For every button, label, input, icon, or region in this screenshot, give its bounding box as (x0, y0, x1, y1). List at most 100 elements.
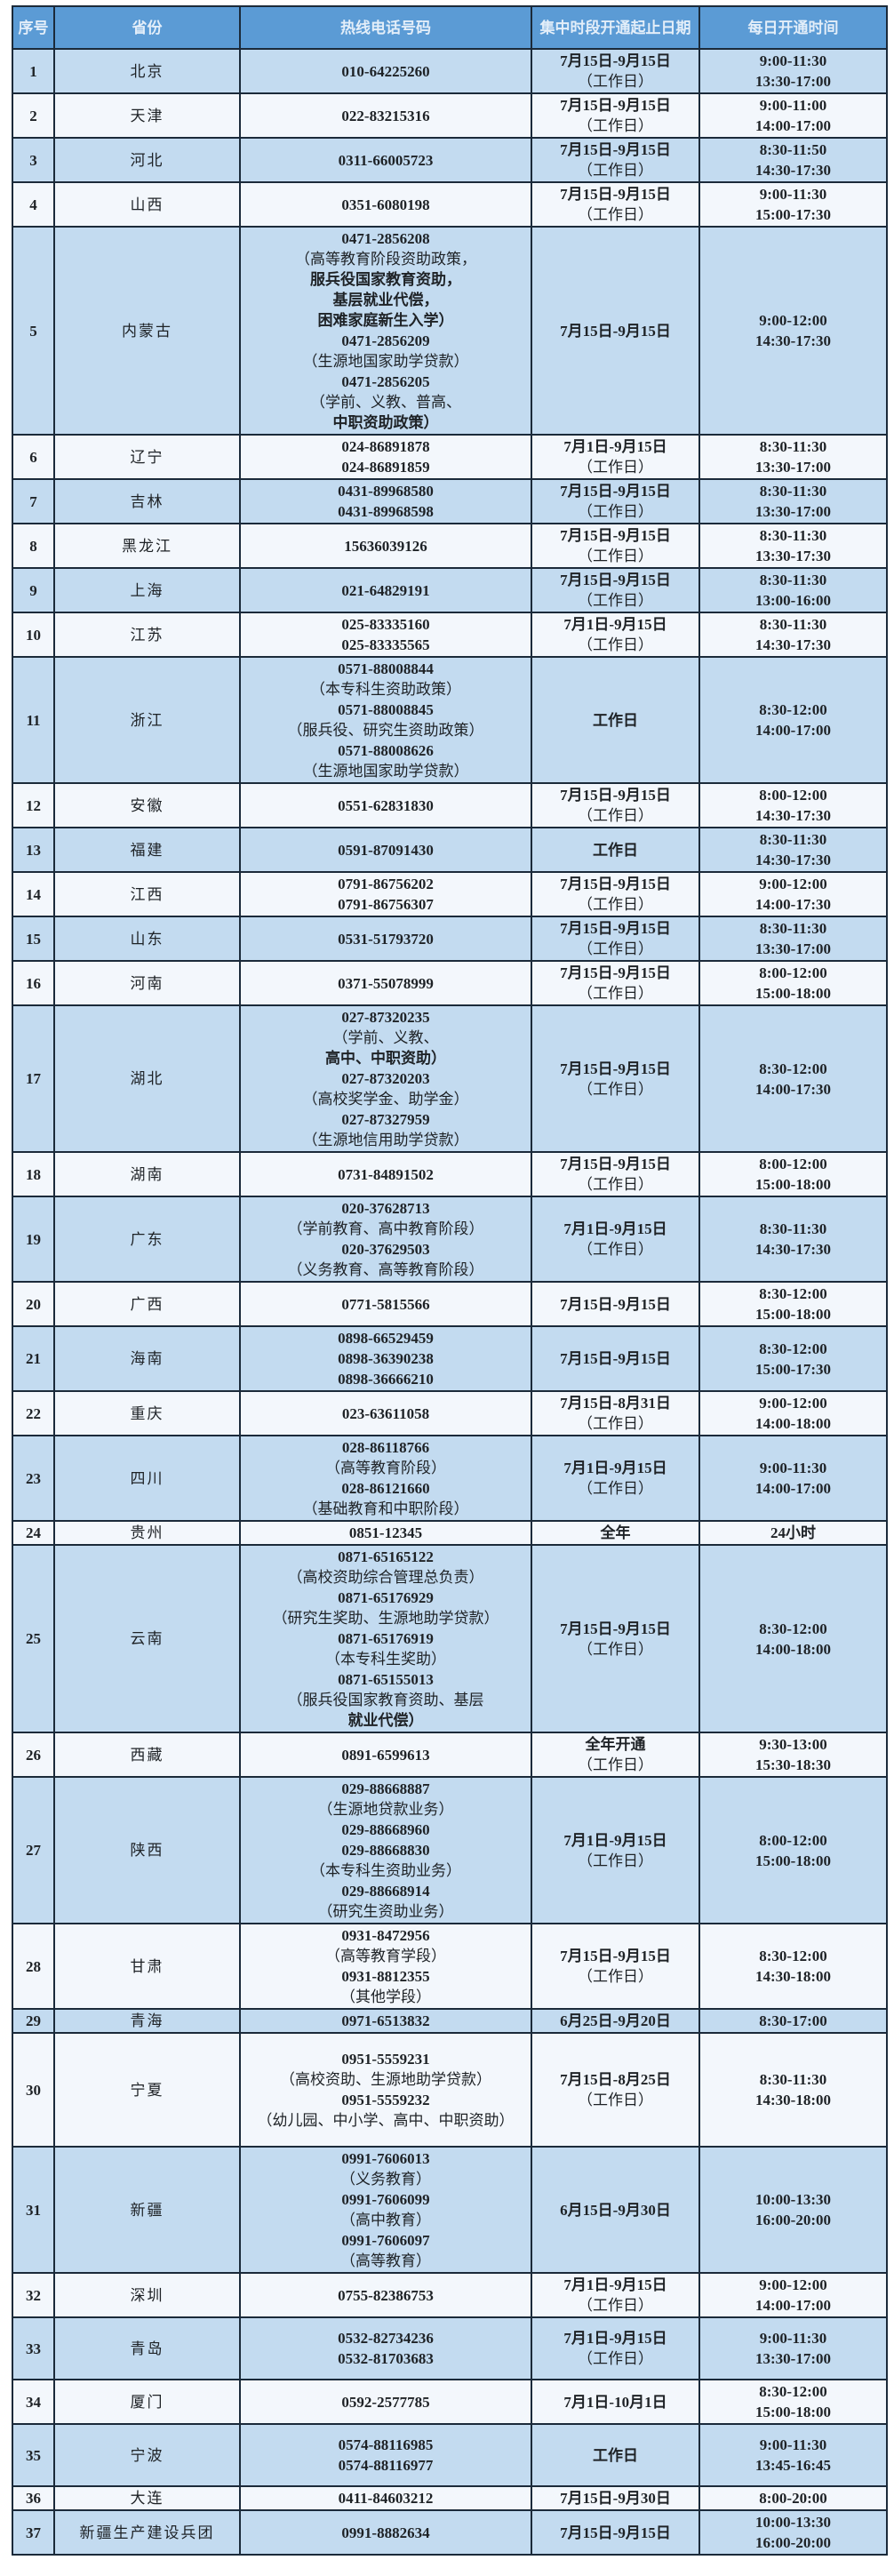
phone-number[interactable]: （本专科生资助业务） (310, 1862, 461, 1879)
phone-number[interactable]: （高等教育阶段资助政策， (295, 251, 476, 268)
phone-number[interactable]: 0471-2856209 (341, 332, 430, 349)
phone-number[interactable]: 0898-36390238 (338, 1350, 434, 1367)
phone-number[interactable]: 027-87320235 (341, 1009, 430, 1026)
phone-number[interactable]: （学前、义教、 (332, 1029, 439, 1046)
phone-number[interactable]: 中职资助政策） (332, 414, 439, 431)
phone-number[interactable]: （义务教育） (340, 2171, 431, 2188)
phone-number[interactable]: （生源地信用助学贷款） (302, 1132, 469, 1148)
phone-number[interactable]: （基础教育和中职阶段） (302, 1500, 469, 1517)
phone-number[interactable]: （义务教育、高等教育阶段） (287, 1261, 484, 1278)
phone-number[interactable]: 15636039126 (344, 537, 427, 555)
phone-number[interactable]: 0871-65176929 (338, 1589, 434, 1606)
phone-number[interactable]: （生源地国家助学贷款） (302, 353, 469, 370)
phone-number[interactable]: 0951-5559231 (341, 2051, 430, 2068)
phone-number[interactable]: （服兵役国家教育资助、基层 (287, 1692, 484, 1708)
phone-number[interactable]: 0591-87091430 (338, 841, 434, 859)
phone-number[interactable]: 0311-66005723 (338, 151, 434, 169)
phone-number[interactable]: 0574-88116985 (338, 2436, 434, 2453)
phone-number[interactable]: （高等教育阶段） (325, 1460, 446, 1476)
phone-number[interactable]: （学前教育、高中教育阶段） (287, 1220, 484, 1237)
date-range: 全年开通 (585, 1736, 646, 1753)
phone-number[interactable]: 0898-36666210 (338, 1371, 434, 1388)
date-range: （工作日） (578, 1852, 653, 1869)
phone-number[interactable]: 0532-82734236 (338, 2330, 434, 2347)
phone-number[interactable]: （高校奖学金、助学金） (302, 1091, 469, 1108)
phone-number[interactable]: 028-86118766 (341, 1439, 430, 1456)
phone-number[interactable]: 029-88668887 (341, 1780, 430, 1797)
phone-number[interactable]: 0592-2577785 (341, 2393, 430, 2411)
phone-number[interactable]: 010-64225260 (341, 62, 430, 80)
phone-number[interactable]: 0755-82386753 (338, 2286, 434, 2304)
phone-number[interactable]: 029-88668960 (341, 1821, 430, 1838)
phone-number[interactable]: 0991-8882634 (341, 2524, 430, 2541)
phone-number[interactable]: （高校资助、生源地助学贷款） (280, 2071, 491, 2088)
phone-number[interactable]: 029-88668830 (341, 1842, 430, 1859)
phone-number[interactable]: 基层就业代偿， (332, 292, 439, 308)
phone-number[interactable]: 020-37629503 (341, 1241, 430, 1258)
phone-number[interactable]: 0991-7606013 (341, 2150, 430, 2167)
phone-number[interactable]: （服兵役、研究生资助政策） (287, 722, 484, 739)
phone-number[interactable]: 025-83335565 (341, 636, 430, 653)
phone-cell: 0891-6599613 (239, 1732, 532, 1778)
phone-number[interactable]: 025-83335160 (341, 616, 430, 633)
phone-number[interactable]: 027-87327959 (341, 1111, 430, 1128)
phone-number[interactable]: （幼儿园、中小学、高中、中职资助） (257, 2112, 515, 2129)
phone-number[interactable]: 0991-7606099 (341, 2191, 430, 2208)
phone-number[interactable]: 0931-8812355 (341, 1968, 430, 1985)
phone-number[interactable]: 020-37628713 (341, 1200, 430, 1217)
phone-number[interactable]: 029-88668914 (341, 1883, 430, 1900)
phone-number[interactable]: 0431-89968580 (338, 483, 434, 500)
phone-number[interactable]: 0898-66529459 (338, 1330, 434, 1347)
phone-number[interactable]: 0871-65165122 (338, 1548, 434, 1565)
phone-number[interactable]: 0471-2856208 (341, 230, 430, 247)
phone-number[interactable]: 0731-84891502 (338, 1165, 434, 1183)
phone-number[interactable]: 0571-88008845 (338, 701, 434, 718)
phone-number[interactable]: 023-63611058 (341, 1404, 430, 1422)
phone-number[interactable]: （其他学段） (340, 1988, 431, 2005)
phone-number[interactable]: 027-87320203 (341, 1070, 430, 1087)
phone-number[interactable]: 0431-89968598 (338, 503, 434, 520)
phone-number[interactable]: （生源地贷款业务） (317, 1801, 454, 1818)
phone-number[interactable]: （本专科生资助政策） (310, 681, 461, 698)
phone-number[interactable]: 0531-51793720 (338, 930, 434, 948)
phone-number[interactable]: （高等教育学段） (325, 1948, 446, 1964)
phone-number[interactable]: 0851-12345 (348, 1524, 423, 1541)
phone-number[interactable]: 0571-88008844 (338, 660, 434, 677)
phone-number[interactable]: 022-83215316 (341, 107, 430, 124)
phone-number[interactable]: 高中、中职资助） (325, 1050, 446, 1067)
phone-number[interactable]: 0791-86756202 (338, 876, 434, 892)
phone-number[interactable]: （研究生资助业务） (317, 1903, 454, 1920)
phone-number[interactable]: 困难家庭新生入学） (317, 312, 454, 329)
phone-number[interactable]: 0931-8472956 (341, 1927, 430, 1944)
phone-number[interactable]: 0871-65155013 (338, 1671, 434, 1688)
phone-number[interactable]: 0951-5559232 (341, 2092, 430, 2108)
phone-number[interactable]: 0871-65176919 (338, 1630, 434, 1647)
phone-number[interactable]: 0991-7606097 (341, 2232, 430, 2249)
phone-cell: 025-83335160 025-83335565 (239, 612, 532, 658)
phone-number[interactable]: （本专科生奖助） (325, 1651, 446, 1668)
phone-number[interactable]: 0351-6080198 (341, 196, 430, 213)
phone-number[interactable]: 0571-88008626 (338, 742, 434, 759)
phone-number[interactable]: 0891-6599613 (341, 1746, 430, 1764)
phone-number[interactable]: 021-64829191 (341, 581, 430, 599)
phone-number[interactable]: 就业代偿） (347, 1712, 424, 1729)
phone-number[interactable]: 服兵役国家教育资助， (310, 271, 461, 288)
phone-number[interactable]: （高校资助综合管理总负责） (287, 1569, 484, 1586)
phone-number[interactable]: 024-86891859 (341, 459, 430, 476)
phone-number[interactable]: （高中教育） (340, 2212, 431, 2228)
phone-number[interactable]: 0471-2856205 (341, 373, 430, 390)
phone-number[interactable]: （研究生奖助、生源地助学贷款） (272, 1610, 499, 1627)
phone-number[interactable]: 0971-6513832 (341, 2012, 430, 2029)
phone-number[interactable]: 0551-62831830 (338, 796, 434, 814)
phone-number[interactable]: 0791-86756307 (338, 896, 434, 913)
phone-number[interactable]: （高等教育） (340, 2252, 431, 2269)
phone-number[interactable]: （学前、义教、普高、 (310, 394, 461, 411)
phone-number[interactable]: 0574-88116977 (338, 2457, 434, 2474)
phone-number[interactable]: 0532-81703683 (338, 2350, 434, 2367)
phone-number[interactable]: 0411-84603212 (338, 2490, 434, 2507)
phone-number[interactable]: 0771-5815566 (341, 1295, 430, 1313)
phone-number[interactable]: 024-86891878 (341, 438, 430, 455)
phone-number[interactable]: （生源地国家助学贷款） (302, 763, 469, 780)
phone-number[interactable]: 0371-55078999 (338, 974, 434, 992)
phone-number[interactable]: 028-86121660 (341, 1480, 430, 1497)
